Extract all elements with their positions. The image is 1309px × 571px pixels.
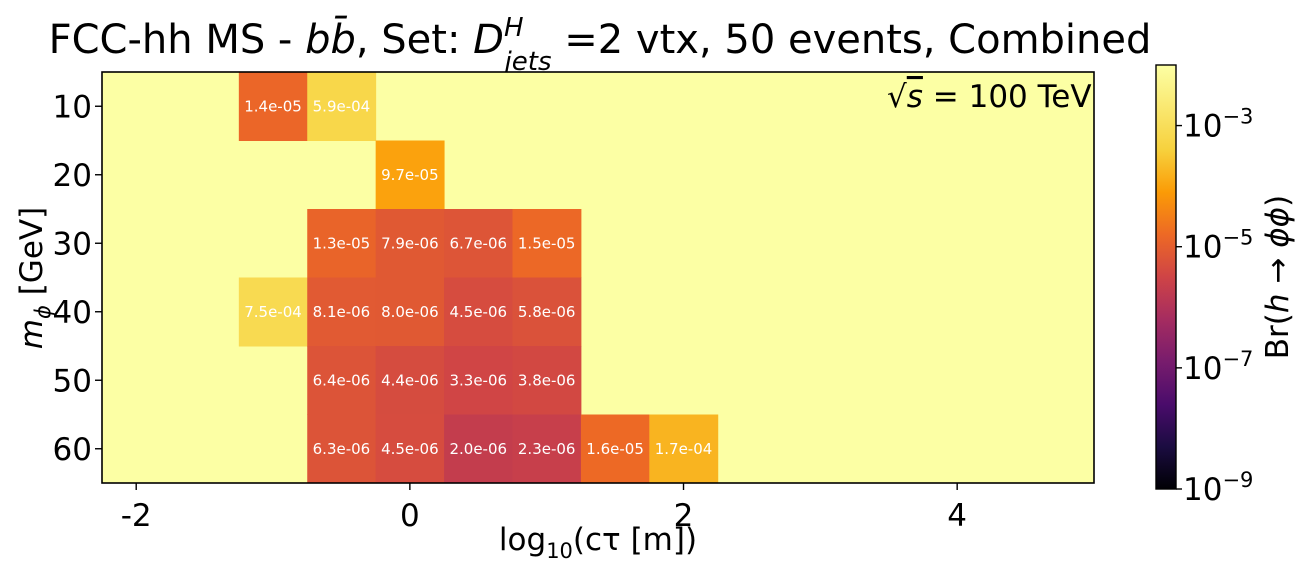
- cell-value-label: 5.9e-04: [313, 97, 371, 115]
- y-label-m: m: [14, 319, 50, 349]
- heatmap-cell: [307, 209, 377, 278]
- title-prefix: FCC-hh MS -: [49, 17, 305, 63]
- heatmap-cell: [649, 414, 719, 484]
- x-tick-label: -2: [121, 498, 152, 534]
- y-axis-label: mϕ [GeV]: [14, 207, 55, 349]
- y-tick-label: 40: [53, 295, 92, 331]
- title-process-bbar: b̄: [330, 15, 355, 63]
- x-label-pre: log: [499, 522, 546, 558]
- title-set-label: , Set:: [356, 17, 473, 63]
- y-tick-label: 10: [53, 89, 92, 125]
- heatmap-cell: [307, 72, 377, 141]
- energy-annotation: √s = 100 TeV: [887, 79, 1092, 115]
- cell-value-label: 2.0e-06: [449, 440, 507, 458]
- cell-value-label: 4.4e-06: [381, 371, 439, 389]
- cell-value-label: 1.5e-05: [518, 234, 576, 252]
- cell-value-label: 2.3e-06: [518, 440, 576, 458]
- x-axis-ticks: -2 0 2 4: [121, 483, 967, 534]
- cell-value-label: 1.3e-05: [313, 234, 371, 252]
- cell-value-label: 5.8e-06: [518, 303, 576, 321]
- colorbar-ticks: 10−3 10−5 10−7 10−9: [1176, 105, 1253, 508]
- cb-label-h: h: [1260, 293, 1296, 313]
- cell-value-label: 6.7e-06: [449, 234, 507, 252]
- heatmap-cell: [375, 277, 445, 347]
- colorbar: 10−3 10−5 10−7 10−9: [1155, 64, 1253, 508]
- x-label-sub: 10: [546, 539, 573, 563]
- title-process-b: b: [305, 17, 330, 63]
- cell-value-label: 1.7e-04: [655, 440, 713, 458]
- cell-value-label: 3.3e-06: [449, 371, 507, 389]
- colorbar-gradient: [1155, 64, 1177, 490]
- cell-value-label: 4.5e-06: [381, 440, 439, 458]
- x-axis-label: log10(cτ [m]): [499, 522, 697, 563]
- cell-value-label: 8.0e-06: [381, 303, 439, 321]
- annotation-sqrt: √: [887, 79, 907, 115]
- cb-label-pre: Br(: [1260, 313, 1296, 359]
- x-tick-label: 0: [400, 498, 420, 534]
- cb-label-arrow: →: [1260, 248, 1296, 294]
- heatmap-cell: [512, 414, 582, 484]
- cell-value-label: 9.7e-05: [381, 166, 439, 184]
- title-var-sup: H: [504, 13, 524, 43]
- colorbar-label: Br(h → ϕϕ): [1260, 195, 1296, 359]
- annotation-text: = 100 TeV: [923, 79, 1092, 115]
- plot-frame: [101, 71, 1095, 484]
- cell-value-label: 6.3e-06: [313, 440, 371, 458]
- heatmap-cell: [238, 72, 308, 141]
- cell-value-label: 7.5e-04: [244, 303, 302, 321]
- y-tick-label: 30: [53, 226, 92, 262]
- heatmap-cell: [444, 414, 513, 484]
- cell-value-label: 1.4e-05: [244, 97, 302, 115]
- chart-title: FCC-hh MS - bb̄, Set: DH jets =2 vtx, 50 …: [49, 13, 1152, 77]
- annotation-s: s: [907, 79, 923, 115]
- heatmap-cell: [307, 277, 377, 347]
- y-axis-ticks: 10 20 30 40 50 60: [53, 89, 102, 468]
- plot-area: 1.4e-05 5.9e-04 9.7e-05 1.3e-05 7.9e-06 6.7e-…: [101, 71, 1095, 484]
- heatmap-cell: [375, 346, 445, 415]
- heatmap-cell: [444, 209, 513, 278]
- heatmap-cell: [375, 414, 445, 484]
- heatmap-cell: [375, 140, 445, 210]
- heatmap-cell: [444, 346, 513, 415]
- heatmap-cells: 1.4e-05 5.9e-04 9.7e-05 1.3e-05 7.9e-06 6.7e-…: [238, 72, 719, 484]
- cb-label-post: ): [1260, 195, 1296, 207]
- x-label-post: (cτ [m]): [573, 522, 697, 558]
- x-tick-label: 4: [947, 498, 967, 534]
- x-tick-label: 2: [674, 498, 694, 534]
- colorbar-tick-label: 10−9: [1183, 468, 1253, 508]
- heatmap-cell: [238, 277, 308, 347]
- heatmap-cell: [444, 277, 513, 347]
- colorbar-tick-label: 10−5: [1183, 226, 1253, 266]
- y-label-post: [GeV]: [14, 207, 50, 305]
- y-tick-label: 50: [53, 363, 92, 399]
- cell-value-label: 6.4e-06: [313, 371, 371, 389]
- heatmap-cell: [307, 414, 377, 484]
- heatmap-cell: [375, 209, 445, 278]
- colorbar-tick-label: 10−7: [1183, 347, 1253, 387]
- cell-value-label: 1.6e-05: [586, 440, 644, 458]
- heatmap-cell: [512, 277, 582, 347]
- cell-value-label: 4.5e-06: [449, 303, 507, 321]
- cell-value-label: 8.1e-06: [313, 303, 371, 321]
- heatmap-cell: [580, 414, 650, 484]
- y-tick-label: 60: [53, 432, 92, 468]
- cell-value-label: 7.9e-06: [381, 234, 439, 252]
- title-var-D: D: [473, 17, 504, 63]
- title-suffix: =2 vtx, 50 events, Combined: [552, 17, 1152, 63]
- cb-label-phiphi: ϕϕ: [1260, 207, 1296, 248]
- heatmap-cell: [512, 209, 582, 278]
- colorbar-tick-label: 10−3: [1183, 105, 1253, 145]
- heatmap-cell: [307, 346, 377, 415]
- heatmap-cell: [512, 346, 582, 415]
- cell-value-label: 3.8e-06: [518, 371, 576, 389]
- y-tick-label: 20: [53, 158, 92, 194]
- y-label-sub: ϕ: [31, 305, 55, 319]
